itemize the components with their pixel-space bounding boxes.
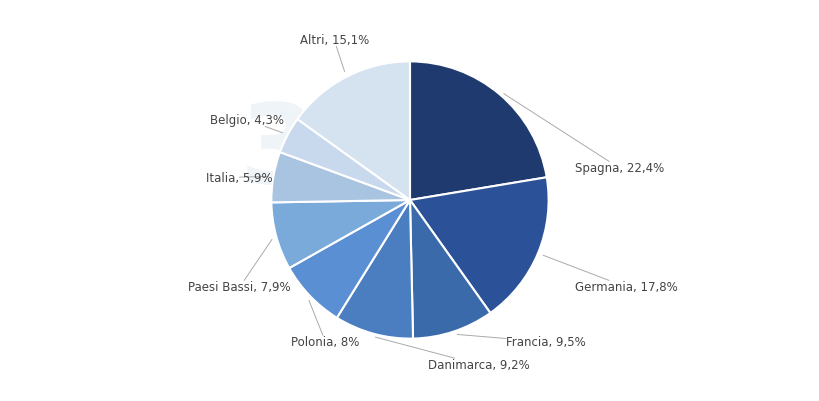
Text: 3: 3 bbox=[239, 99, 317, 205]
Wedge shape bbox=[271, 153, 410, 203]
Wedge shape bbox=[271, 200, 410, 268]
Text: Germania, 17,8%: Germania, 17,8% bbox=[542, 255, 676, 294]
Wedge shape bbox=[289, 200, 410, 318]
Text: Altri, 15,1%: Altri, 15,1% bbox=[299, 34, 369, 72]
Wedge shape bbox=[410, 200, 490, 339]
Text: Danimarca, 9,2%: Danimarca, 9,2% bbox=[375, 337, 529, 371]
Wedge shape bbox=[297, 62, 410, 200]
Wedge shape bbox=[410, 62, 546, 200]
Wedge shape bbox=[410, 178, 548, 313]
Text: Paesi Bassi, 7,9%: Paesi Bassi, 7,9% bbox=[188, 240, 291, 294]
Text: Belgio, 4,3%: Belgio, 4,3% bbox=[210, 114, 284, 134]
Text: Italia, 5,9%: Italia, 5,9% bbox=[206, 171, 273, 184]
Text: Spagna, 22,4%: Spagna, 22,4% bbox=[503, 94, 663, 175]
Wedge shape bbox=[337, 200, 413, 339]
Text: Francia, 9,5%: Francia, 9,5% bbox=[457, 334, 585, 348]
Text: 3: 3 bbox=[346, 146, 404, 227]
Text: Polonia, 8%: Polonia, 8% bbox=[291, 301, 360, 348]
Wedge shape bbox=[279, 120, 410, 200]
